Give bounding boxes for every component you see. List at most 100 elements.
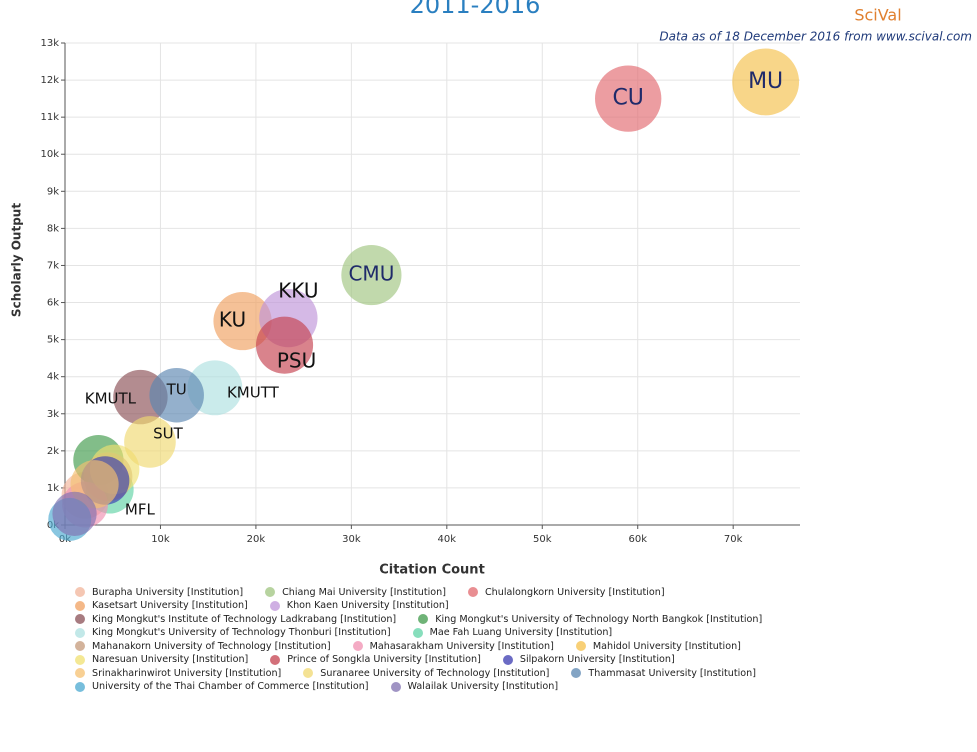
y-tick-label: 4k — [47, 372, 59, 383]
bubble-label: MU — [748, 69, 783, 94]
legend-swatch — [75, 641, 85, 652]
legend-label: University of the Thai Chamber of Commer… — [92, 681, 369, 693]
legend-item: Chiang Mai University [Institution] — [265, 586, 446, 599]
bubble — [52, 491, 97, 537]
x-tick-label: 70k — [724, 534, 743, 545]
x-axis-label: Citation Count — [379, 563, 485, 578]
bubble — [213, 291, 272, 351]
legend-label: King Mongkut's University of Technology … — [92, 627, 391, 639]
y-tick-label: 1k — [47, 483, 59, 494]
x-tick-label: 10k — [151, 534, 170, 545]
legend-item: Prince of Songkla University [Institutio… — [270, 654, 481, 667]
legend-item: Mae Fah Luang University [Institution] — [412, 627, 613, 640]
y-tick-label: 6k — [47, 298, 59, 309]
legend-label: Silpakorn University [Institution] — [519, 654, 675, 666]
x-tick-label: 40k — [438, 534, 457, 545]
bubble — [595, 65, 662, 132]
legend-label: Walailak University [Institution] — [407, 681, 559, 693]
bubble-label: TU — [166, 381, 187, 399]
legend-label: King Mongkut's University of Technology … — [435, 613, 763, 625]
legend: Burapha University [Institution] Chiang M… — [75, 586, 805, 693]
y-tick-label: 13k — [40, 38, 59, 49]
legend-swatch — [75, 614, 85, 625]
legend-label: Chulalongkorn University [Institution] — [484, 586, 665, 598]
legend-swatch — [352, 641, 363, 652]
legend-label: Mahasarakham University [Institution] — [369, 640, 554, 652]
legend-item: University of the Thai Chamber of Commer… — [75, 681, 369, 694]
legend-label: Prince of Songkla University [Institutio… — [287, 654, 481, 666]
legend-item: Thammasat University [Institution] — [571, 667, 756, 680]
bubble-label: SUT — [153, 424, 184, 442]
legend-swatch — [75, 668, 85, 679]
legend-label: Mahanakorn University of Technology [Ins… — [92, 640, 331, 652]
y-axis-label: Scholarly Output — [10, 203, 24, 317]
legend-item: Mahidol University [Institution] — [575, 640, 741, 653]
legend-item: Suranaree University of Technology [Inst… — [303, 667, 549, 680]
legend-label: Mae Fah Luang University [Institution] — [429, 627, 613, 639]
bubble-label: KMUTT — [227, 383, 280, 401]
bubble-label: CU — [612, 86, 643, 111]
legend-item: Khon Kaen University [Institution] — [269, 600, 449, 613]
legend-item: King Mongkut's University of Technology … — [75, 627, 391, 640]
y-tick-label: 2k — [47, 446, 59, 457]
y-tick-label: 5k — [47, 335, 59, 346]
y-tick-label: 11k — [40, 112, 59, 123]
bubble-label: MFL — [125, 500, 156, 518]
bubble-label: PSU — [277, 349, 316, 373]
bubble-label: KMUTL — [85, 390, 137, 408]
y-tick-label: 8k — [47, 223, 59, 234]
legend-item: Naresuan University [Institution] — [75, 654, 248, 667]
legend-item: Burapha University [Institution] — [75, 586, 243, 599]
legend-swatch — [502, 654, 513, 665]
data-note: Data as of 18 December 2016 from www.sci… — [659, 30, 972, 44]
legend-label: Mahidol University [Institution] — [592, 640, 741, 652]
bubble — [341, 245, 402, 306]
legend-swatch — [303, 668, 314, 679]
legend-label: Naresuan University [Institution] — [92, 654, 249, 666]
legend-label: King Mongkut's Institute of Technology L… — [92, 613, 397, 625]
x-tick-label: 50k — [533, 534, 552, 545]
legend-swatch — [571, 668, 582, 679]
bubble — [732, 48, 800, 116]
legend-swatch — [75, 627, 85, 638]
legend-swatch — [75, 600, 85, 611]
legend-item: King Mongkut's Institute of Technology L… — [75, 613, 396, 626]
y-tick-label: 3k — [47, 409, 59, 420]
y-tick-label: 9k — [47, 186, 59, 197]
legend-swatch — [75, 587, 85, 598]
bubble — [255, 316, 314, 374]
legend-label: Khon Kaen University [Institution] — [286, 600, 449, 612]
legend-label: Thammasat University [Institution] — [588, 667, 756, 679]
legend-item: Mahasarakham University [Institution] — [352, 640, 554, 653]
y-tick-label: 7k — [47, 260, 59, 271]
bubble — [124, 416, 176, 468]
legend-swatch — [467, 587, 478, 598]
bubbles: CMU CU KU KKU KMUTL KMUTT MFL MU PSU SUT TU — [48, 48, 800, 541]
legend-swatch — [270, 654, 281, 665]
legend-swatch — [575, 641, 586, 652]
x-tick-label: 60k — [628, 534, 647, 545]
y-tick-label: 12k — [40, 75, 59, 86]
y-tick-label: 10k — [40, 149, 59, 160]
bubble — [149, 367, 204, 423]
legend-swatch — [75, 654, 85, 665]
legend-swatch — [265, 587, 276, 598]
legend-item: Mahanakorn University of Technology [Ins… — [75, 640, 331, 653]
legend-label: Burapha University [Institution] — [92, 586, 244, 598]
legend-item: Srinakharinwirot University [Institution… — [75, 667, 281, 680]
brand: SciVal — [854, 6, 901, 25]
legend-label: Srinakharinwirot University [Institution… — [92, 667, 282, 679]
legend-item: Walailak University [Institution] — [390, 681, 559, 694]
x-tick-label: 30k — [342, 534, 361, 545]
legend-swatch — [418, 614, 429, 625]
legend-item: Silpakorn University [Institution] — [502, 654, 675, 667]
legend-item: King Mongkut's University of Technology … — [418, 613, 762, 626]
legend-item: Chulalongkorn University [Institution] — [467, 586, 665, 599]
legend-swatch — [412, 627, 423, 638]
bubble-label: KU — [219, 308, 246, 332]
chart: 2011-2016 SciVal Data as of 18 December … — [10, 0, 973, 578]
x-tick-label: 20k — [247, 534, 266, 545]
legend-label: Kasetsart University [Institution] — [92, 600, 248, 612]
legend-swatch — [269, 600, 280, 611]
chart-title: 2011-2016 — [410, 0, 541, 19]
